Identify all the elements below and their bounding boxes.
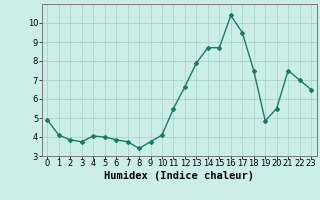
X-axis label: Humidex (Indice chaleur): Humidex (Indice chaleur)	[104, 171, 254, 181]
